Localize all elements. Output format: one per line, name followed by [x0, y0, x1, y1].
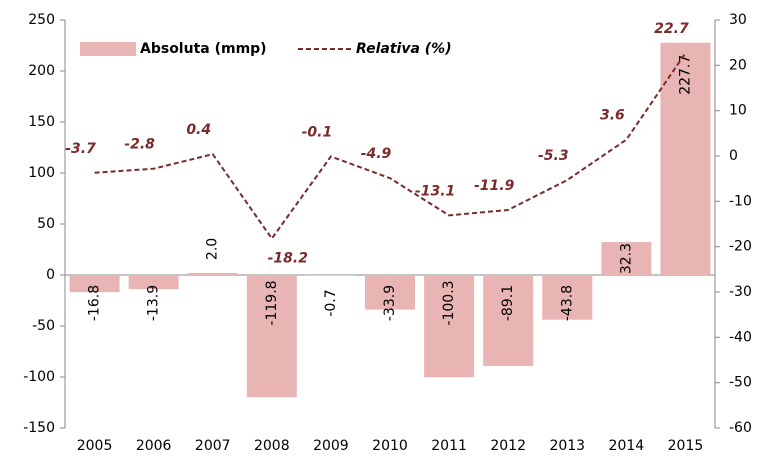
- legend-label: Relativa (%): [356, 41, 452, 57]
- y2-tick-label: -20: [729, 239, 752, 255]
- x-tick-label: 2013: [549, 438, 585, 454]
- y2-tick-label: -60: [729, 420, 752, 436]
- x-tick-label: 2011: [431, 438, 467, 454]
- bar: [601, 242, 652, 275]
- x-tick-label: 2015: [668, 438, 704, 454]
- bar-label: -43.8: [559, 285, 575, 321]
- line-label: -2.8: [124, 137, 155, 153]
- bar-label: -13.9: [146, 285, 162, 321]
- line-label: 0.4: [186, 122, 211, 138]
- line-label: -3.7: [65, 141, 96, 157]
- bar-label: -33.9: [382, 285, 398, 321]
- y-tick-label: 0: [46, 267, 55, 283]
- y-tick-label: -100: [23, 369, 55, 385]
- bar-label: -100.3: [441, 280, 457, 325]
- bar-label: 227.7: [677, 55, 693, 95]
- y2-tick-label: -40: [729, 329, 752, 345]
- line-label: -0.1: [302, 124, 333, 140]
- line-label: -5.3: [538, 148, 569, 164]
- legend-label: Absoluta (mmp): [140, 41, 267, 57]
- line-label: -13.1: [415, 183, 455, 199]
- line: [94, 52, 687, 241]
- bar: [365, 275, 415, 310]
- y2-tick-label: -10: [729, 193, 752, 209]
- y2-tick-label: 20: [729, 57, 747, 73]
- line-label: -4.9: [361, 146, 392, 162]
- bar-label: -89.1: [500, 285, 516, 321]
- x-tick-label: 2005: [77, 438, 113, 454]
- y-tick-label: 50: [37, 216, 55, 232]
- x-tick-label: 2007: [195, 438, 231, 454]
- y-tick-label: -50: [32, 318, 55, 334]
- bar: [483, 275, 534, 366]
- x-tick-label: 2014: [609, 438, 645, 454]
- y2-tick-label: -50: [729, 375, 752, 391]
- y-tick-label: 200: [28, 63, 55, 79]
- bar-label: 2.0: [205, 238, 221, 260]
- x-tick-label: 2006: [136, 438, 172, 454]
- bar: [246, 275, 297, 398]
- bar: [660, 42, 711, 275]
- y-tick-label: -150: [23, 420, 55, 436]
- y2-tick-label: 30: [729, 12, 747, 28]
- legend-swatch: [80, 42, 136, 56]
- bar: [128, 275, 179, 290]
- x-tick-label: 2008: [254, 438, 290, 454]
- bar: [424, 275, 475, 378]
- x-tick-label: 2009: [313, 438, 349, 454]
- y2-tick-label: 0: [729, 148, 738, 164]
- bar: [69, 275, 120, 293]
- bar: [542, 275, 593, 320]
- line-label: 3.6: [600, 108, 625, 124]
- bar-label: -119.8: [264, 280, 280, 325]
- line-label: -11.9: [474, 178, 515, 194]
- bar-label: 32.3: [618, 243, 634, 274]
- bar-label: -0.7: [323, 289, 339, 316]
- bar-label: -16.8: [87, 285, 103, 321]
- y-tick-label: 100: [28, 165, 55, 181]
- line-label: 22.7: [654, 21, 689, 37]
- y-tick-label: 150: [28, 114, 55, 130]
- line-label: -18.2: [268, 251, 308, 267]
- bar: [187, 272, 238, 275]
- x-tick-label: 2012: [490, 438, 526, 454]
- y2-tick-label: 10: [729, 103, 747, 119]
- x-tick-label: 2010: [372, 438, 408, 454]
- bar: [305, 275, 356, 276]
- y-tick-label: 250: [28, 12, 55, 28]
- y2-tick-label: -30: [729, 284, 752, 300]
